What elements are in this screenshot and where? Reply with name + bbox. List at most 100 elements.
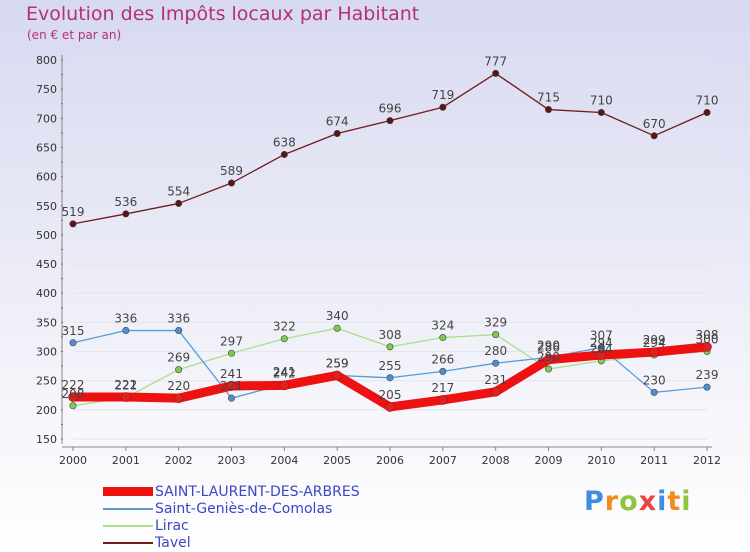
y-tick-label: 650: [36, 141, 57, 154]
proxiti-logo: Proxiti: [584, 486, 692, 517]
data-point-0: [543, 354, 554, 365]
data-label: 674: [326, 114, 349, 128]
chart-title: Evolution des Impôts locaux par Habitant: [26, 3, 420, 25]
data-point-1: [703, 383, 711, 391]
logo-letter: i: [681, 486, 692, 517]
legend-label-lirac: Lirac: [155, 518, 189, 534]
legend-swatch-lirac: [103, 525, 153, 527]
data-point-2: [544, 365, 552, 373]
data-point-0: [173, 393, 184, 403]
data-point-1: [439, 367, 447, 375]
y-tick-label: 700: [36, 112, 57, 125]
x-tick-label: 2012: [693, 454, 721, 467]
data-label: 208: [62, 387, 85, 401]
data-label: 324: [431, 319, 454, 333]
data-label: 222: [62, 378, 85, 392]
data-label: 284: [590, 342, 613, 356]
data-label: 220: [167, 379, 190, 393]
data-point-0: [702, 342, 712, 352]
legend-label-saint-laurent: SAINT-LAURENT-DES-ARBRES: [155, 484, 360, 500]
data-point-3: [69, 220, 77, 228]
x-tick-label: 2006: [376, 454, 404, 467]
data-label: 241: [273, 365, 296, 379]
x-tick-label: 2002: [165, 454, 193, 467]
y-tick-label: 350: [36, 316, 57, 329]
data-label: 222: [114, 378, 137, 392]
data-label: 300: [696, 333, 719, 347]
data-label: 266: [431, 352, 454, 366]
data-label: 255: [379, 359, 402, 373]
x-tick-label: 2010: [587, 454, 615, 467]
data-label: 294: [643, 336, 666, 350]
x-tick-label: 2011: [640, 454, 668, 467]
data-point-3: [544, 106, 552, 114]
data-label: 308: [696, 328, 719, 342]
y-tick-label: 400: [36, 287, 57, 300]
data-point-3: [650, 132, 658, 140]
data-label: 710: [696, 93, 719, 107]
data-point-3: [386, 117, 394, 125]
data-point-0: [596, 350, 607, 360]
data-point-2: [333, 324, 341, 332]
data-label: 322: [273, 320, 296, 334]
data-point-3: [175, 199, 183, 207]
data-point-1: [122, 327, 130, 335]
data-point-0: [68, 392, 78, 402]
data-label: 589: [220, 164, 243, 178]
data-label: 241: [220, 367, 243, 381]
data-point-3: [439, 103, 447, 111]
legend-label-saint-genies: Saint-Geniès-de-Comolas: [155, 501, 333, 517]
data-label: 297: [220, 334, 243, 348]
data-label: 259: [326, 356, 349, 370]
legend-swatch-saint-laurent: [103, 487, 153, 496]
data-point-2: [175, 366, 183, 374]
data-point-2: [280, 335, 288, 343]
data-point-3: [333, 129, 341, 137]
data-label: 710: [590, 93, 613, 107]
x-tick-label: 2003: [218, 454, 246, 467]
data-label: 670: [643, 117, 666, 131]
y-tick-label: 300: [36, 346, 57, 359]
data-label: 638: [273, 135, 296, 149]
data-point-1: [228, 394, 236, 402]
data-point-3: [122, 210, 130, 218]
data-label: 307: [590, 328, 613, 342]
x-tick-label: 2005: [323, 454, 351, 467]
x-tick-label: 2007: [429, 454, 457, 467]
legend-swatch-tavel: [103, 542, 153, 544]
x-tick-label: 2004: [270, 454, 298, 467]
data-point-1: [386, 374, 394, 382]
y-tick-label: 450: [36, 258, 57, 271]
data-point-0: [385, 402, 395, 412]
y-tick-label: 250: [36, 375, 57, 388]
data-point-0: [438, 395, 448, 405]
data-label: 280: [484, 344, 507, 358]
data-label: 308: [379, 328, 402, 342]
data-label: 336: [114, 312, 137, 326]
data-label: 290: [537, 350, 560, 364]
data-point-0: [226, 381, 237, 391]
data-label: 777: [484, 54, 507, 68]
data-label: 221: [114, 379, 137, 393]
data-label: 231: [484, 373, 507, 387]
data-point-1: [650, 388, 658, 396]
data-point-0: [332, 370, 342, 381]
y-tick-label: 600: [36, 171, 57, 184]
data-label: 230: [643, 373, 666, 387]
data-label: 299: [643, 333, 666, 347]
x-tick-label: 2008: [482, 454, 510, 467]
data-point-0: [279, 380, 290, 391]
y-tick-label: 550: [36, 200, 57, 213]
data-point-2: [439, 334, 447, 342]
data-point-3: [280, 150, 288, 158]
data-point-3: [597, 108, 605, 116]
data-label: 554: [167, 184, 190, 198]
data-point-2: [69, 402, 77, 410]
data-point-0: [490, 386, 501, 397]
data-label: 242: [273, 366, 296, 380]
data-point-0: [121, 392, 131, 402]
data-label: 340: [326, 309, 349, 323]
data-label: 217: [431, 381, 454, 395]
